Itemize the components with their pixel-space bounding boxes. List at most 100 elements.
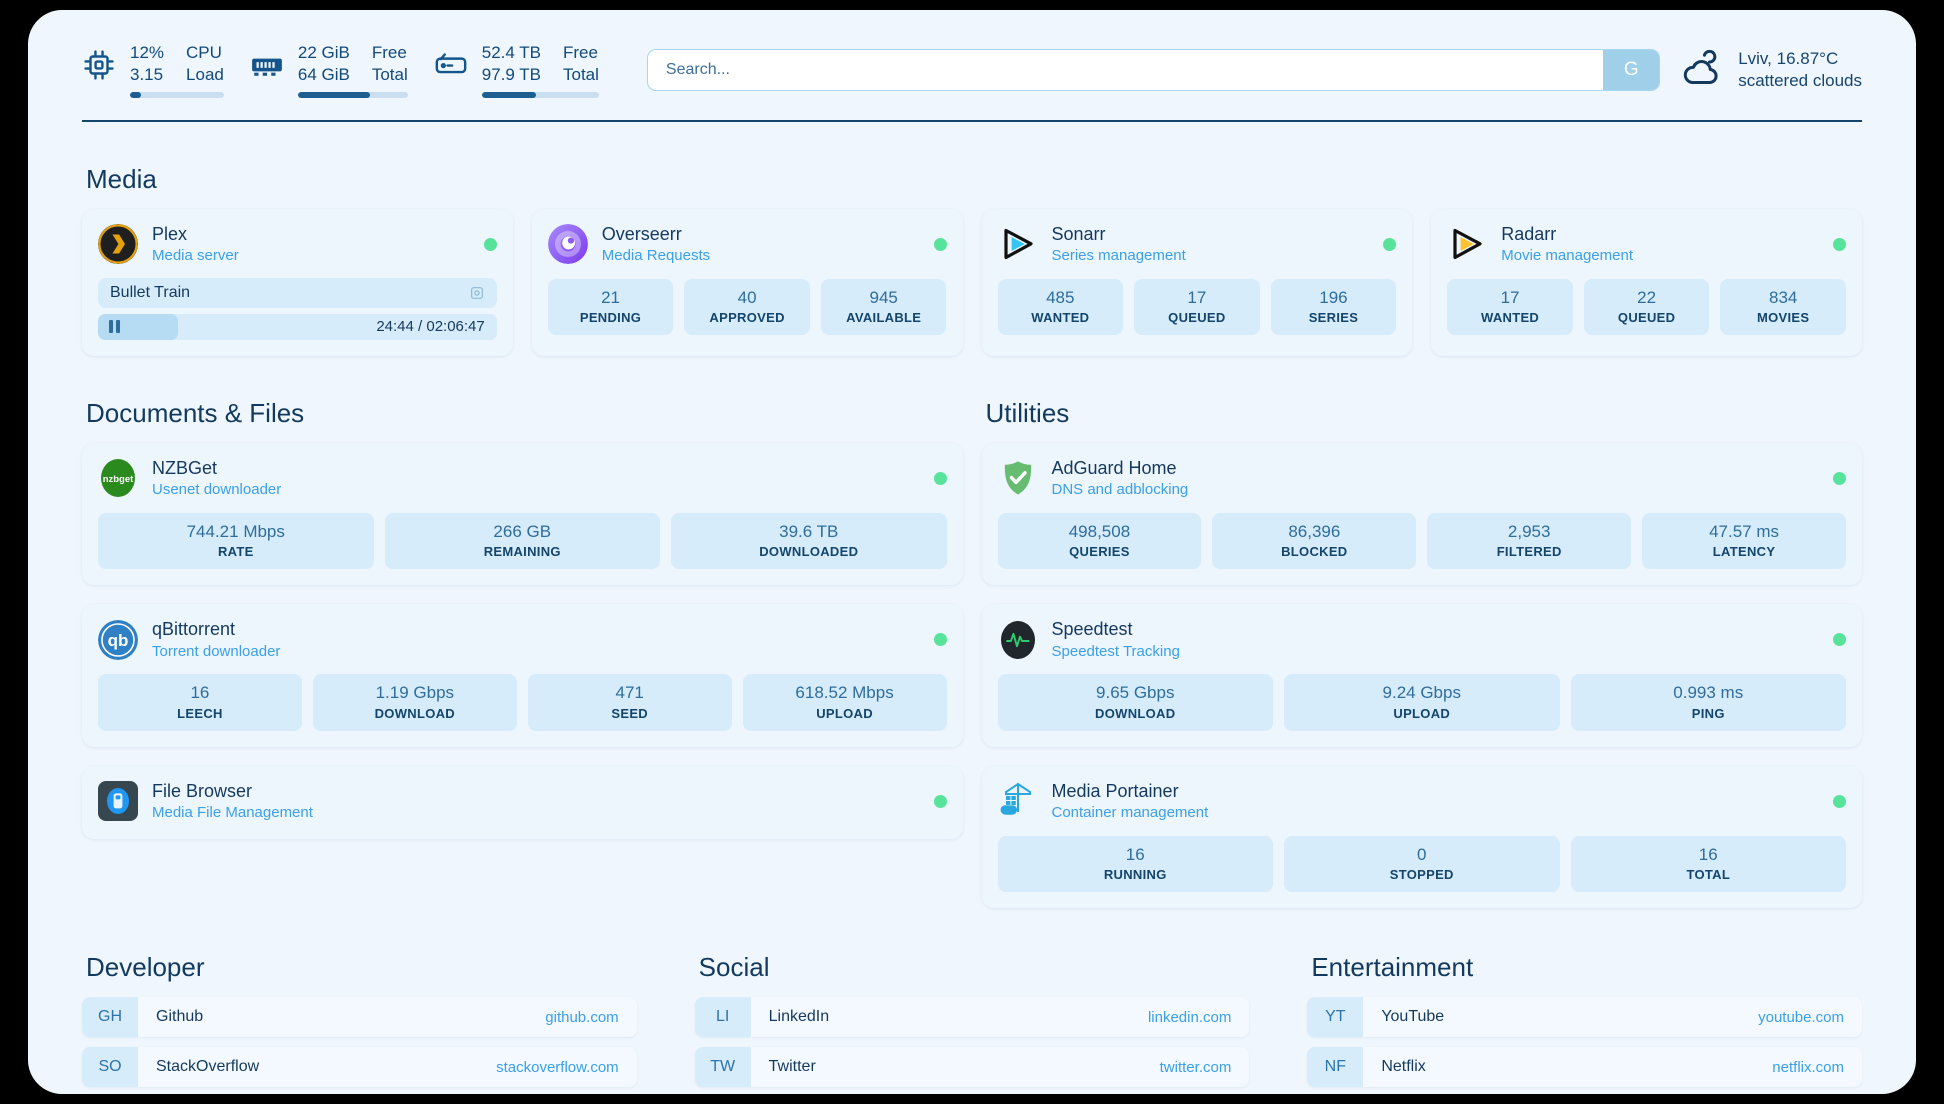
stat-total[interactable]: 16 TOTAL bbox=[1570, 835, 1846, 893]
stat-queued[interactable]: 17 QUEUED bbox=[1134, 278, 1260, 336]
stat-label: QUEUED bbox=[1617, 310, 1676, 326]
service-card-qbittorrent[interactable]: qb qBittorrent Torrent downloader 16 LEE… bbox=[82, 604, 963, 747]
cast-icon[interactable] bbox=[469, 285, 485, 301]
stat-stopped[interactable]: 0 STOPPED bbox=[1284, 835, 1560, 893]
stat-value: 266 GB bbox=[493, 521, 552, 541]
stat-download[interactable]: 1.19 Gbps DOWNLOAD bbox=[312, 674, 517, 731]
bookmark-item[interactable]: LI LinkedIn linkedin.com bbox=[694, 997, 1250, 1038]
now-playing-title-bar[interactable]: Bullet Train bbox=[98, 277, 497, 308]
stat-upload[interactable]: 618.52 Mbps UPLOAD bbox=[742, 674, 947, 731]
stat-value: 196 bbox=[1319, 287, 1348, 307]
search-input[interactable] bbox=[647, 50, 1604, 90]
stat-value: 16 bbox=[190, 683, 210, 703]
resource-value-secondary: 64 GiB bbox=[297, 64, 350, 84]
stat-wanted[interactable]: 485 WANTED bbox=[997, 278, 1124, 336]
stat-label: UPLOAD bbox=[1393, 705, 1451, 721]
now-playing-progress-bar[interactable]: 24:44 / 02:06:47 bbox=[98, 313, 497, 340]
service-description: Series management bbox=[1051, 247, 1186, 265]
stat-value: 17 bbox=[1500, 287, 1520, 307]
resource-values: 22 GiB 64 GiB bbox=[298, 42, 350, 85]
stat-value: 17 bbox=[1187, 287, 1207, 307]
stat-movies[interactable]: 834 MOVIES bbox=[1720, 278, 1846, 336]
adguard-icon bbox=[998, 458, 1038, 498]
stat-label: WANTED bbox=[1480, 310, 1540, 326]
stat-row: 498,508 QUERIES 86,396 BLOCKED 2,953 FIL… bbox=[997, 512, 1846, 570]
service-card-file-browser[interactable]: File Browser Media File Management bbox=[82, 765, 963, 839]
stat-wanted[interactable]: 17 WANTED bbox=[1447, 278, 1573, 336]
memory-icon bbox=[250, 48, 284, 82]
stat-queued[interactable]: 22 QUEUED bbox=[1583, 278, 1710, 336]
service-card-radarr[interactable]: Radarr Movie management 17 WANTED 22 QUE… bbox=[1431, 209, 1862, 356]
resource-label-primary: CPU bbox=[186, 43, 222, 63]
stat-blocked[interactable]: 86,396 BLOCKED bbox=[1212, 512, 1417, 570]
bookmark-group-entertainment: Entertainment YT YouTube youtube.com NF … bbox=[1307, 952, 1862, 1094]
bookmark-item[interactable]: TW Twitter twitter.com bbox=[694, 1047, 1250, 1088]
stat-seed[interactable]: 471 SEED bbox=[527, 674, 732, 731]
stat-label: QUERIES bbox=[1069, 544, 1130, 560]
resource-labels: Free Total bbox=[563, 42, 599, 85]
stat-label: PENDING bbox=[579, 310, 642, 326]
service-card-speedtest[interactable]: Speedtest Speedtest Tracking 9.65 Gbps D… bbox=[981, 604, 1862, 747]
service-card-nzbget[interactable]: nzbget NZBGet Usenet downloader 744.21 M… bbox=[82, 442, 963, 586]
service-description: Media File Management bbox=[152, 804, 313, 822]
search-bar[interactable]: G bbox=[646, 49, 1661, 91]
stat-available[interactable]: 945 AVAILABLE bbox=[820, 278, 947, 336]
bookmark-name: Twitter bbox=[768, 1058, 816, 1076]
stat-remaining[interactable]: 266 GB REMAINING bbox=[384, 512, 660, 570]
card-header: AdGuard Home DNS and adblocking bbox=[998, 457, 1846, 500]
stat-queries[interactable]: 498,508 QUERIES bbox=[997, 512, 1202, 570]
service-card-plex[interactable]: Plex Media server Bullet Train 24:44 / 0… bbox=[82, 209, 513, 356]
stat-upload[interactable]: 9.24 Gbps UPLOAD bbox=[1284, 674, 1560, 731]
stat-approved[interactable]: 40 APPROVED bbox=[684, 278, 810, 336]
stat-rate[interactable]: 744.21 Mbps RATE bbox=[98, 512, 374, 570]
stat-pending[interactable]: 21 PENDING bbox=[547, 278, 674, 336]
service-name: Media Portainer bbox=[1051, 780, 1179, 801]
stat-ping[interactable]: 0.993 ms PING bbox=[1570, 674, 1846, 731]
bookmark-item[interactable]: YT YouTube youtube.com bbox=[1307, 997, 1862, 1038]
cpu-icon bbox=[82, 48, 116, 82]
stat-value: 9.65 Gbps bbox=[1096, 683, 1175, 703]
service-card-sonarr[interactable]: Sonarr Series management 485 WANTED 17 Q… bbox=[981, 209, 1413, 356]
stat-label: BLOCKED bbox=[1281, 544, 1348, 560]
service-name: AdGuard Home bbox=[1051, 457, 1177, 478]
stat-value: 16 bbox=[1698, 844, 1718, 864]
service-description: Movie management bbox=[1501, 247, 1633, 265]
stat-download[interactable]: 9.65 Gbps DOWNLOAD bbox=[997, 674, 1273, 731]
stat-leech[interactable]: 16 LEECH bbox=[98, 674, 302, 731]
resource-label-secondary: Total bbox=[563, 64, 599, 84]
pause-icon[interactable] bbox=[109, 320, 120, 334]
radarr-icon bbox=[1447, 224, 1487, 264]
bookmark-group-title: Developer bbox=[86, 952, 205, 983]
stat-value: 9.24 Gbps bbox=[1382, 683, 1461, 703]
stat-value: 2,953 bbox=[1507, 521, 1551, 541]
stat-value: 16 bbox=[1125, 844, 1145, 864]
disk-icon bbox=[434, 48, 468, 82]
service-card-adguard-home[interactable]: AdGuard Home DNS and adblocking 498,508 … bbox=[981, 442, 1862, 586]
overseerr-icon bbox=[547, 224, 588, 265]
stat-value: 47.57 ms bbox=[1709, 521, 1780, 541]
top-bar: 12% 3.15 CPU Load 22 GiB 64 GiB Free Tot bbox=[28, 10, 1916, 102]
stat-running[interactable]: 16 RUNNING bbox=[997, 835, 1273, 893]
service-description: Speedtest Tracking bbox=[1051, 642, 1180, 660]
stat-series[interactable]: 196 SERIES bbox=[1270, 278, 1397, 336]
stat-value: 471 bbox=[615, 683, 644, 703]
bookmark-item[interactable]: GH Github github.com bbox=[82, 997, 637, 1038]
stat-latency[interactable]: 47.57 ms LATENCY bbox=[1642, 512, 1846, 570]
resource-value-primary: 52.4 TB bbox=[481, 43, 541, 63]
service-card-media-portainer[interactable]: Media Portainer Container management 16 … bbox=[981, 765, 1862, 909]
bookmark-item[interactable]: NF Netflix netflix.com bbox=[1307, 1047, 1862, 1088]
stat-filtered[interactable]: 2,953 FILTERED bbox=[1427, 512, 1632, 570]
stat-value: 0 bbox=[1417, 844, 1427, 864]
status-indicator-online bbox=[933, 633, 947, 647]
search-submit-button[interactable]: G bbox=[1603, 50, 1660, 90]
bookmark-group-developer: Developer GH Github github.com SO StackO… bbox=[82, 952, 637, 1094]
section-title-utilities: Utilities bbox=[985, 397, 1070, 428]
bookmark-name: YouTube bbox=[1381, 1008, 1445, 1026]
service-card-overseerr[interactable]: Overseerr Media Requests 21 PENDING 40 A… bbox=[531, 209, 963, 356]
bookmark-item[interactable]: SO StackOverflow stackoverflow.com bbox=[82, 1047, 637, 1088]
stat-label: SERIES bbox=[1308, 310, 1359, 326]
stat-value: 39.6 TB bbox=[779, 521, 839, 541]
service-name: File Browser bbox=[152, 780, 253, 801]
portainer-icon bbox=[998, 781, 1038, 821]
stat-downloaded[interactable]: 39.6 TB DOWNLOADED bbox=[671, 512, 947, 570]
